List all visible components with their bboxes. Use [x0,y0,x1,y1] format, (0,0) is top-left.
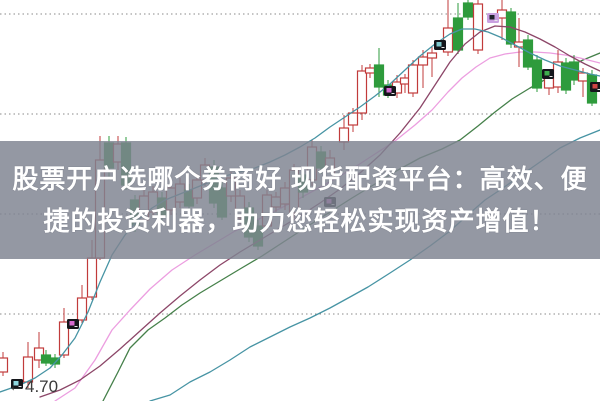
price-label: ← 4.70 [8,377,58,397]
promo-banner: 股票开户选哪个券商好 现货配资平台：高效、便 捷的投资利器，助力您轻松实现资产增… [0,141,600,259]
candle-down [452,17,464,51]
candle-up [33,347,45,361]
candle-down [531,59,543,89]
candle-up [0,357,9,373]
candle-down [49,357,61,365]
trade-flag-dot [436,42,442,47]
candle-up [513,41,525,48]
candle-up [577,72,589,82]
trade-flag-dot [69,321,75,326]
candle-down [40,354,52,364]
trade-flag-dot [13,381,19,386]
trade-flag-dot [386,88,392,93]
candle-up [356,70,368,114]
candle-up [407,64,419,94]
candle-up [76,297,88,321]
candle-up [364,67,376,74]
candle-up [86,257,98,298]
candle-down [373,64,385,88]
candle-up [58,321,70,356]
candle-up [338,127,350,143]
trade-flag-dot [592,84,598,89]
left-arrow-icon: ← [8,378,24,395]
trade-flag-dot [489,15,495,20]
candle-up [347,112,359,126]
trade-flag-dot [544,71,550,76]
candle-up [22,356,34,383]
candle-up [472,3,484,51]
candle-up [426,52,438,59]
candle-down [462,2,474,18]
price-label-value: 4.70 [25,377,59,396]
promo-banner-line2: 捷的投资利器，助力您轻松实现资产增值！ [43,206,557,236]
promo-banner-line1: 股票开户选哪个券商好 现货配资平台：高效、便 [12,164,588,194]
candle-up [417,56,429,66]
